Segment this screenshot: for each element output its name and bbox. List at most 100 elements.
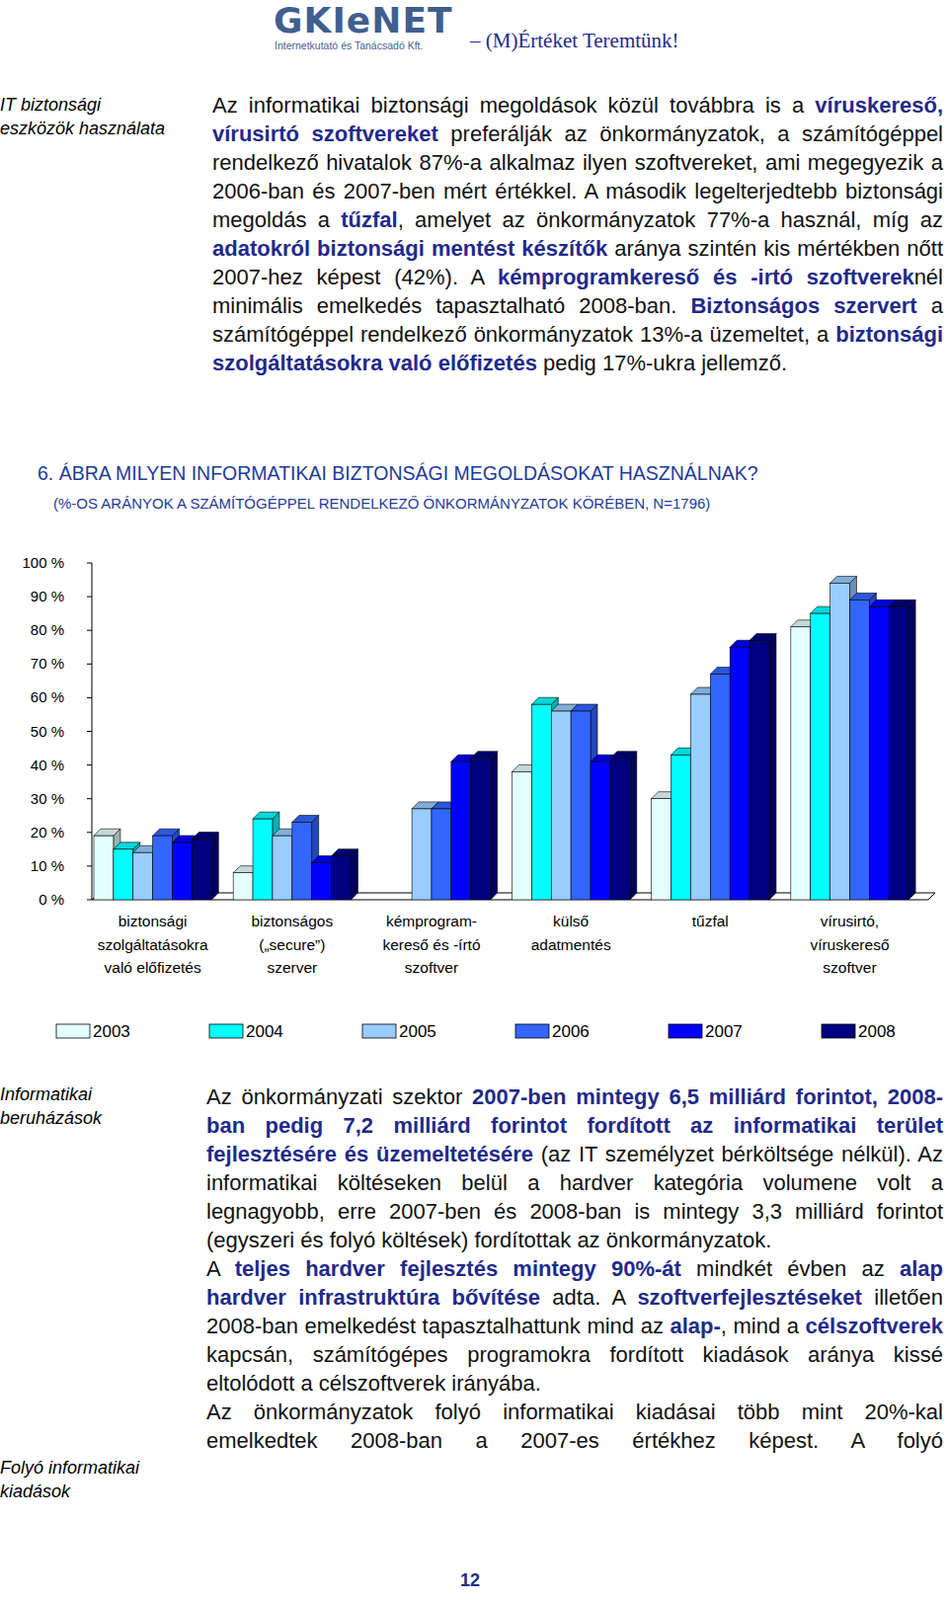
- legend-swatch: [515, 1024, 550, 1038]
- bar: [810, 613, 831, 900]
- logo-subtitle: Internetkutató és Tanácsadó Kft.: [274, 39, 423, 52]
- label-line: („secure”): [258, 936, 325, 953]
- y-tick-label: 50 %: [30, 722, 65, 740]
- y-tick: [86, 899, 92, 901]
- x-tick-label: biztonsági szolgáltatásokra való előfizeté…: [97, 912, 209, 976]
- x-tick-label: vírusirtó,víruskeresőszoftver: [809, 912, 889, 976]
- y-tick-label: 90 %: [30, 587, 65, 605]
- legend-swatch: [821, 1024, 856, 1038]
- bar: [531, 704, 552, 900]
- x-tick-label: kémprogram-kereső és -írtószoftver: [382, 912, 480, 976]
- bar: [312, 862, 332, 900]
- emphasis: alap-: [669, 1313, 720, 1339]
- text-run: mindkét évben az: [681, 1256, 900, 1281]
- y-tick-label: 40 %: [30, 756, 65, 774]
- text-block: Az informatikai biztonsági megoldások kö…: [212, 90, 944, 378]
- paragraph: Az önkormányzatok folyó informatikai kia…: [206, 1397, 944, 1455]
- y-tick: [86, 630, 92, 632]
- bar-top: [471, 751, 498, 759]
- label-line: vírusirtó,: [820, 912, 879, 930]
- bar-top: [570, 704, 598, 711]
- label-line: szolgáltatásokra: [97, 936, 209, 953]
- bar: [331, 856, 352, 900]
- x-tick-label: biztonságos („secure”) szerver: [250, 912, 333, 976]
- bar: [292, 822, 313, 900]
- bar: [729, 646, 750, 900]
- sidebar-label: Informatikai beruházások: [0, 1082, 198, 1130]
- bar-top: [749, 632, 777, 640]
- label-line: adatmentés: [531, 936, 612, 953]
- paragraph: Az informatikai biztonsági megoldások kö…: [212, 90, 944, 378]
- legend-swatch: [362, 1024, 396, 1038]
- text-run: , amelyet az önkormányzatok 77%-a haszná…: [397, 207, 944, 233]
- bar: [172, 842, 193, 900]
- label-line: való előfizetés: [104, 958, 202, 976]
- bar: [570, 711, 591, 900]
- text-run: Az önkormányzatok folyó informatikai kia…: [206, 1399, 944, 1453]
- y-tick-label: 0 %: [38, 890, 65, 908]
- y-tick-label: 60 %: [30, 688, 65, 706]
- label-line: külső: [553, 912, 589, 930]
- bar-top: [331, 849, 359, 857]
- bar: [411, 808, 432, 900]
- y-tick: [86, 865, 92, 867]
- y-tick: [86, 562, 92, 564]
- legend-label: 2005: [398, 1022, 437, 1041]
- y-tick: [86, 697, 92, 699]
- bar: [113, 849, 134, 900]
- y-tick: [86, 764, 92, 766]
- bar-top: [849, 593, 876, 601]
- bar-top: [531, 697, 558, 705]
- bar-top: [292, 815, 319, 823]
- sidebar-label: Folyó informatikai kiadások: [0, 1455, 198, 1503]
- y-tick-label: 20 %: [30, 823, 65, 841]
- legend-label: 2008: [858, 1022, 896, 1041]
- label-line: szerver: [266, 958, 317, 976]
- legend-label: 2007: [705, 1022, 743, 1041]
- text-run: A: [206, 1256, 236, 1281]
- y-tick-label: 70 %: [30, 654, 65, 672]
- emphasis: szoftverfejlesztéseket: [636, 1284, 862, 1310]
- bar: [690, 694, 711, 900]
- bar: [610, 758, 631, 900]
- label-line: biztonságos: [250, 912, 333, 930]
- text-block: Az önkormányzati szektor 2007-ben minteg…: [206, 1082, 944, 1455]
- bar: [153, 835, 173, 900]
- y-tick: [86, 730, 92, 732]
- sidebar-label: IT biztonsági eszközök használata: [0, 92, 198, 141]
- y-tick-label: 10 %: [30, 857, 65, 874]
- x-tick-label: külső adatmentés: [531, 912, 612, 953]
- slogan: – (M)Értéket Teremtünk!: [470, 28, 680, 54]
- y-tick-label: 30 %: [30, 790, 65, 807]
- bar: [93, 835, 114, 900]
- bar-top: [252, 811, 280, 819]
- bar: [512, 771, 533, 900]
- bar-side: [211, 832, 219, 900]
- bar: [749, 639, 770, 900]
- emphasis: teljes hardver fejlesztés mintegy 90%-át: [235, 1256, 682, 1281]
- legend-label: 2004: [245, 1022, 284, 1041]
- paragraph: A teljes hardver fejlesztés mintegy 90%-…: [206, 1254, 944, 1398]
- emphasis: Biztonságos szervert: [690, 293, 917, 318]
- bar: [888, 606, 909, 900]
- paragraph: Az önkormányzati szektor 2007-ben minteg…: [206, 1082, 944, 1255]
- label-line: víruskereső: [809, 936, 889, 953]
- bar: [233, 872, 253, 900]
- bar-side: [490, 751, 498, 900]
- bar-top: [191, 832, 219, 840]
- legend-label: 2006: [552, 1022, 590, 1041]
- bar-top: [113, 842, 141, 850]
- emphasis: célszoftverek: [805, 1313, 944, 1339]
- y-tick-label: 80 %: [30, 621, 65, 638]
- label-line: biztonsági: [118, 912, 188, 930]
- y-tick-label: 100 %: [21, 553, 65, 571]
- bar-side: [769, 632, 777, 900]
- legend-swatch: [668, 1024, 703, 1038]
- bar-top: [153, 828, 180, 836]
- bar: [431, 808, 452, 900]
- bar: [551, 711, 571, 900]
- label-line: kémprogram-: [386, 912, 477, 930]
- bar-side: [630, 751, 637, 900]
- bar: [849, 600, 869, 900]
- bar: [671, 754, 692, 900]
